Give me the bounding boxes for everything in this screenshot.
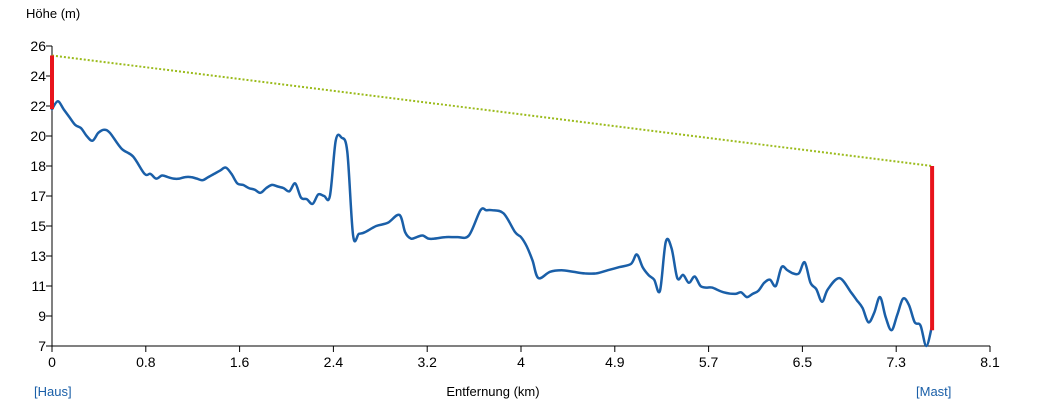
x-tick-label: 0 [48, 354, 56, 370]
y-axis-title: Höhe (m) [26, 6, 80, 21]
end-point-link[interactable]: [Mast] [916, 384, 951, 399]
y-tick-label: 9 [38, 308, 46, 324]
tick-labels: 7 9 11 13 15 17 18 20 22 24 26 0 0.8 1.6 2.4 3.2 4 4.9 5.7… [30, 38, 1000, 370]
x-axis-title: Entfernung (km) [446, 384, 539, 399]
x-tick-label: 4.9 [605, 354, 625, 370]
y-tick-label: 13 [30, 248, 46, 264]
axes [46, 45, 991, 352]
y-tick-label: 11 [31, 278, 46, 294]
y-tick-label: 7 [38, 338, 46, 354]
y-tick-label: 18 [30, 158, 46, 174]
sightline [51, 54, 933, 167]
start-point-link[interactable]: [Haus] [34, 384, 72, 399]
x-tick-label: 0.8 [136, 354, 156, 370]
x-tick-label: 6.5 [793, 354, 813, 370]
x-tick-label: 5.7 [699, 354, 719, 370]
x-tick-label: 8.1 [980, 354, 1000, 370]
terrain-profile-line [50, 100, 934, 348]
x-tick-label: 2.4 [324, 354, 344, 370]
x-tick-label: 7.3 [886, 354, 906, 370]
x-tick-label: 3.2 [417, 354, 437, 370]
y-tick-label: 24 [30, 68, 46, 84]
y-tick-label: 20 [30, 128, 46, 144]
y-tick-label: 22 [30, 98, 46, 114]
y-tick-label: 26 [30, 38, 46, 54]
y-tick-label: 15 [30, 218, 46, 234]
x-tick-label: 1.6 [230, 354, 250, 370]
y-tick-label: 17 [30, 188, 46, 204]
plot-area [50, 54, 935, 348]
x-tick-label: 4 [517, 354, 525, 370]
